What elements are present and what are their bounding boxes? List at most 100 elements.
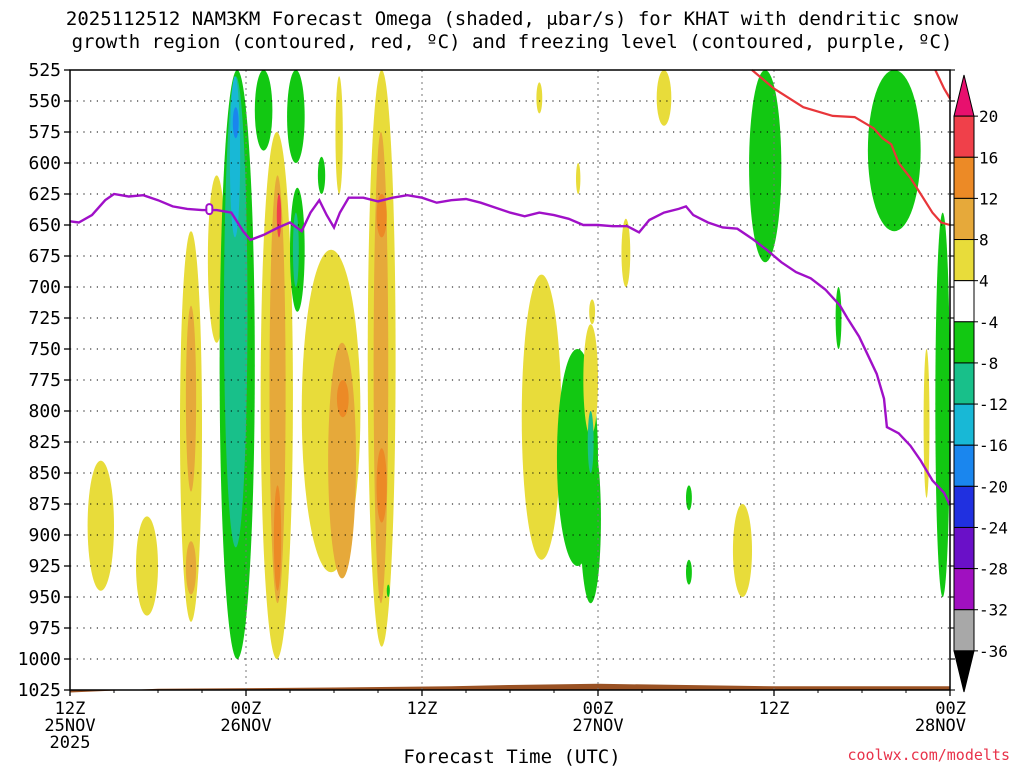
- omega-feature-42: [749, 70, 782, 263]
- colorbar-label-9: -16: [979, 436, 1008, 455]
- omega-feature-36: [536, 82, 543, 114]
- colorbar-bin-8: [953, 362, 975, 405]
- omega-feature-28: [386, 584, 390, 597]
- colorbar-bin-5: [953, 239, 975, 282]
- omega-feature-10: [232, 107, 239, 139]
- omega-feature-4: [185, 305, 197, 492]
- freezing-level-contour: [69, 192, 952, 506]
- y-tick-label-650: 650: [28, 215, 61, 236]
- omega-feature-18: [292, 212, 299, 287]
- omega-feature-34: [589, 299, 596, 325]
- colorbar-bin-2: [953, 115, 975, 158]
- y-tick-label-975: 975: [28, 618, 61, 639]
- x-tick-label-36-2: 27NOV: [572, 716, 623, 736]
- omega-feature-45: [923, 349, 930, 498]
- colorbar-label-5: 4: [979, 272, 989, 291]
- omega-feature-39: [686, 485, 692, 511]
- omega-feature-23: [335, 76, 343, 194]
- omega-feature-11: [254, 70, 273, 151]
- y-tick-label-900: 900: [28, 525, 61, 546]
- y-tick-label-575: 575: [28, 122, 61, 143]
- omega-colorbar: 20 16 12 8 4 -4 -8 -12 -16 -20 -24 -28 -32 -36: [953, 74, 1008, 693]
- colorbar-label-11: -24: [979, 518, 1008, 537]
- colorbar-bin-9: [953, 403, 975, 446]
- colorbar-label-10: -20: [979, 477, 1008, 496]
- x-axis-title: Forecast Time (UTC): [403, 746, 621, 768]
- colorbar-label-2: 16: [979, 148, 998, 167]
- y-tick-label-1025: 1025: [18, 680, 61, 701]
- colorbar-bin-4: [953, 197, 975, 241]
- terrain-strip: [70, 683, 950, 693]
- x-tick-label-60-2: 28NOV: [915, 716, 966, 736]
- colorbar-bin-13: [953, 568, 975, 611]
- omega-feature-2: [136, 516, 158, 616]
- colorbar-label-14: -36: [979, 642, 1008, 661]
- omega-feature-16: [287, 70, 305, 163]
- omega-feature-26: [376, 194, 387, 238]
- chart-title-line-1: 2025112512 NAM3KM Forecast Omega (shaded…: [65, 8, 959, 30]
- gridlines: [70, 70, 950, 690]
- y-axis: 525 550 575 600 625 650 675 700 725 750 775 800 825 8…: [18, 60, 955, 701]
- chart-title-line-2: growth region (contoured, red, ºC) and f…: [71, 31, 953, 53]
- omega-feature-29: [521, 274, 562, 560]
- x-tick-label-12-2: 26NOV: [220, 716, 271, 736]
- x-tick-label-0-2: 25NOV: [44, 716, 95, 736]
- colorbar-bin-12: [953, 526, 975, 570]
- omega-feature-13: [269, 175, 286, 604]
- x-tick-label-0-1: 12Z: [55, 699, 86, 719]
- dgz-top-left-contour: [751, 69, 951, 227]
- y-tick-label-675: 675: [28, 246, 61, 267]
- omega-shading-layer: [70, 70, 951, 693]
- omega-feature-21: [336, 380, 349, 418]
- y-tick-label-625: 625: [28, 184, 61, 205]
- colorbar-label-12: -28: [979, 560, 1008, 579]
- colorbar-label-4: 8: [979, 231, 989, 250]
- plot-border: [69, 69, 951, 691]
- omega-feature-40: [686, 559, 692, 585]
- omega-feature-27: [376, 448, 387, 523]
- y-tick-label-875: 875: [28, 494, 61, 515]
- colorbar-label-1: 20: [979, 107, 998, 126]
- colorbar-label-13: -32: [979, 601, 1008, 620]
- x-tick-label-12-1: 00Z: [231, 699, 262, 719]
- omega-feature-20: [328, 342, 357, 579]
- omega-feature-32: [580, 435, 601, 604]
- plot-frame: [69, 69, 951, 691]
- omega-feature-14: [273, 485, 282, 591]
- x-tick-label-36-1: 00Z: [583, 699, 614, 719]
- contour-layer: [69, 69, 952, 506]
- y-tick-label-550: 550: [28, 91, 61, 112]
- x-tick-label-60-1: 00Z: [935, 699, 966, 719]
- colorbar-bin-11: [953, 485, 975, 528]
- omega-feature-1: [87, 460, 115, 591]
- x-tick-label-0-3: 2025: [50, 733, 91, 753]
- credit-link[interactable]: coolwx.com/modelts: [847, 746, 1010, 764]
- colorbar-bin-1: [953, 74, 975, 117]
- omega-feature-8: [224, 76, 248, 548]
- colorbar-bin-3: [953, 156, 975, 199]
- y-tick-label-600: 600: [28, 153, 61, 174]
- y-tick-label-700: 700: [28, 277, 61, 298]
- omega-feature-46: [935, 212, 951, 598]
- y-tick-label-1000: 1000: [18, 649, 61, 670]
- colorbar-label-8: -12: [979, 395, 1008, 414]
- omega-feature-22: [317, 156, 326, 194]
- colorbar-label-7: -8: [979, 354, 998, 373]
- colorbar-label-6: -4: [979, 313, 998, 332]
- colorbar-bin-6: [953, 280, 975, 323]
- y-tick-label-950: 950: [28, 587, 61, 608]
- y-tick-label-525: 525: [28, 60, 61, 81]
- colorbar-bin-7: [953, 321, 975, 364]
- x-tick-label-48-1: 12Z: [759, 699, 790, 719]
- omega-feature-15: [276, 194, 282, 238]
- omega-feature-38: [656, 70, 672, 126]
- y-tick-label-925: 925: [28, 556, 61, 577]
- y-tick-label-725: 725: [28, 308, 61, 329]
- y-tick-label-775: 775: [28, 370, 61, 391]
- omega-feature-31: [583, 324, 599, 436]
- dgz-top-right-contour: [934, 69, 951, 100]
- y-tick-label-800: 800: [28, 401, 61, 422]
- y-tick-label-850: 850: [28, 463, 61, 484]
